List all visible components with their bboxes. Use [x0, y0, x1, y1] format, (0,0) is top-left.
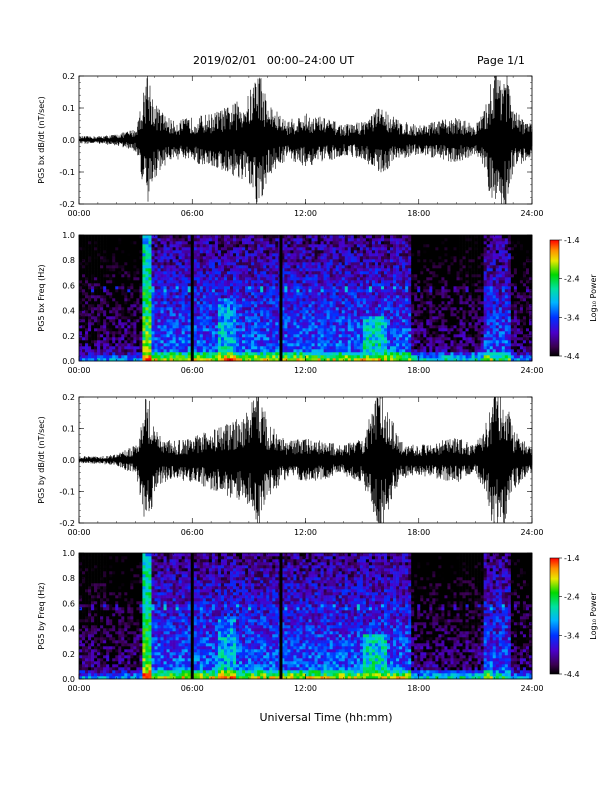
colorbar-tick-label-2-1: -1.4 — [564, 236, 580, 245]
y-tick-label-2-2: 0.2 — [62, 332, 75, 341]
x-tick-label-3-1: 00:00 — [67, 528, 90, 537]
colorbar-label-4: Log₁₀ Power — [589, 592, 598, 640]
y-tick-label-4-2: 0.2 — [62, 650, 75, 659]
x-tick-label-1-3: 12:00 — [294, 209, 317, 218]
y-tick-label-4-5: 0.8 — [62, 574, 75, 583]
colorbar-tick-label-2-2: -2.4 — [564, 275, 580, 284]
y-tick-label-3-1: -0.2 — [59, 519, 75, 528]
x-tick-label-2-2: 06:00 — [181, 366, 204, 375]
x-tick-label-1-1: 00:00 — [67, 209, 90, 218]
colorbar-tick-label-2-3: -3.4 — [564, 313, 580, 322]
y-tick-label-1-2: -0.1 — [59, 168, 75, 177]
x-tick-label-3-3: 12:00 — [294, 528, 317, 537]
y-tick-label-2-5: 0.8 — [62, 256, 75, 265]
x-tick-label-4-2: 06:00 — [181, 684, 204, 693]
colorbar-tick-label-2-4: -4.4 — [564, 352, 580, 361]
waveform-trace-3 — [78, 397, 533, 523]
data-gap-2-2 — [279, 235, 283, 361]
x-tick-label-3-4: 18:00 — [407, 528, 430, 537]
panel-3: -0.2 -0.1 0.0 0.1 0.2 00:00 06:00 12:00 18:00 24:… — [37, 393, 544, 537]
y-tick-label-4-6: 1.0 — [62, 549, 75, 558]
y-tick-label-2-3: 0.4 — [62, 307, 75, 316]
colorbar-label-2: Log₁₀ Power — [589, 274, 598, 322]
y-tick-label-3-4: 0.1 — [62, 425, 75, 434]
y-tick-label-1-1: -0.2 — [59, 200, 75, 209]
x-tick-label-2-4: 18:00 — [407, 366, 430, 375]
colorbar-tick-label-4-2: -2.4 — [564, 593, 580, 602]
data-gap-4-1 — [190, 553, 194, 679]
y-axis-label-3: PG5 by dB/dt (nT/sec) — [37, 416, 46, 503]
y-tick-label-4-3: 0.4 — [62, 625, 75, 634]
x-tick-label-1-2: 06:00 — [181, 209, 204, 218]
y-tick-label-1-5: 0.2 — [62, 72, 75, 81]
y-tick-label-2-4: 0.6 — [62, 281, 75, 290]
x-tick-label-3-5: 24:00 — [520, 528, 543, 537]
y-tick-label-4-1: 0.0 — [62, 675, 75, 684]
x-axis-title: Universal Time (hh:mm) — [259, 711, 393, 724]
y-tick-label-3-2: -0.1 — [59, 488, 75, 497]
y-tick-label-4-4: 0.6 — [62, 599, 75, 608]
x-tick-label-2-5: 24:00 — [520, 366, 543, 375]
colorbar-4 — [549, 557, 560, 675]
y-axis-label-4: PG5 by Freq (Hz) — [37, 582, 46, 649]
y-tick-label-3-3: 0.0 — [62, 456, 75, 465]
data-gap-2-1 — [190, 235, 194, 361]
colorbar-tick-label-4-1: -1.4 — [564, 554, 580, 563]
panel-2: -1.4 -2.4 -3.4 -4.4 Log₁₀ Power 0.0 0.2 0.4 0.6 0… — [37, 231, 598, 375]
panel-1: -0.2 -0.1 0.0 0.1 0.2 00:00 06:00 12:00 18:00 24:… — [37, 72, 544, 218]
y-tick-label-2-1: 0.0 — [62, 357, 75, 366]
y-tick-label-2-6: 1.0 — [62, 231, 75, 240]
x-tick-label-3-2: 06:00 — [181, 528, 204, 537]
y-tick-label-1-4: 0.1 — [62, 104, 75, 113]
x-tick-label-4-5: 24:00 — [520, 684, 543, 693]
y-tick-label-1-3: 0.0 — [62, 136, 75, 145]
panel-4: -1.4 -2.4 -3.4 -4.4 Log₁₀ Power 0.0 0.2 0.4 0.6 0… — [37, 549, 598, 693]
x-tick-label-1-5: 24:00 — [520, 209, 543, 218]
y-axis-label-1: PG5 bx dB/dt (nT/sec) — [37, 96, 46, 183]
x-tick-label-4-3: 12:00 — [294, 684, 317, 693]
x-tick-label-4-1: 00:00 — [67, 684, 90, 693]
spectrogram-2 — [79, 235, 533, 362]
colorbar-2 — [549, 239, 560, 357]
colorbar-tick-label-4-3: -3.4 — [564, 631, 580, 640]
x-tick-label-1-4: 18:00 — [407, 209, 430, 218]
waveform-trace-1 — [78, 76, 533, 204]
spectrogram-4 — [79, 553, 533, 680]
x-tick-label-2-1: 00:00 — [67, 366, 90, 375]
page-number: Page 1/1 — [477, 54, 525, 67]
y-tick-label-3-5: 0.2 — [62, 393, 75, 402]
x-tick-label-2-3: 12:00 — [294, 366, 317, 375]
figure-title: 2019/02/01 00:00–24:00 UT — [193, 54, 355, 67]
x-tick-label-4-4: 18:00 — [407, 684, 430, 693]
y-axis-label-2: PG5 bx Freq (Hz) — [37, 264, 46, 331]
data-gap-4-2 — [279, 553, 283, 679]
colorbar-tick-label-4-4: -4.4 — [564, 670, 580, 679]
